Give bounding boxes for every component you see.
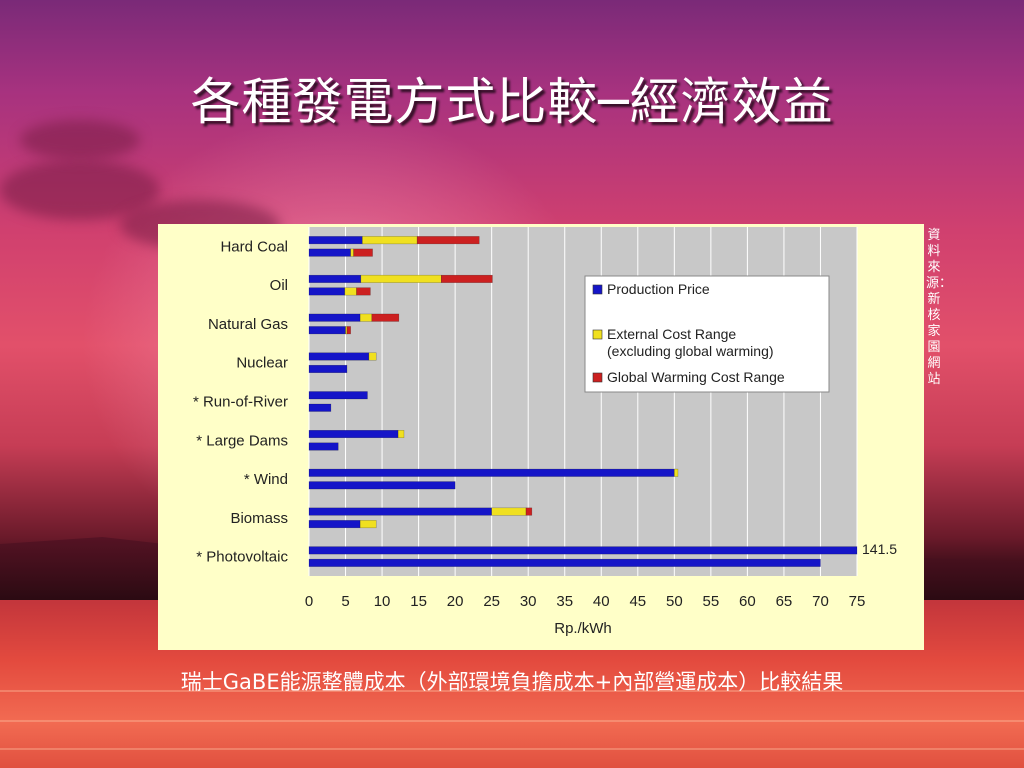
x-tick-label: 40	[593, 593, 610, 610]
bar-external	[360, 274, 442, 283]
bar-production	[308, 352, 370, 361]
x-tick-label: 60	[739, 593, 756, 610]
bar-production	[308, 403, 332, 412]
cloud	[20, 120, 140, 160]
bar-warming	[525, 507, 533, 516]
category-label: * Large Dams	[196, 432, 288, 449]
legend-swatch	[592, 284, 603, 295]
category-label: Biomass	[230, 510, 288, 527]
bar-warming	[353, 248, 373, 257]
category-label: * Wind	[244, 471, 288, 488]
bar-production	[308, 507, 492, 516]
x-tick-label: 15	[410, 593, 427, 610]
x-tick-label: 20	[447, 593, 464, 610]
x-tick-label: 70	[812, 593, 829, 610]
bar-production	[308, 364, 348, 373]
bar-external	[397, 430, 405, 439]
bar-external	[362, 236, 418, 245]
bar-production	[308, 274, 362, 283]
bar-warming	[356, 287, 371, 296]
water-reflection	[0, 748, 1024, 750]
data-label: 141.5	[862, 541, 897, 557]
bar-external	[674, 468, 679, 477]
bar-external	[344, 287, 357, 296]
bar-warming	[371, 313, 400, 322]
legend-swatch	[592, 372, 603, 383]
bar-production	[308, 442, 339, 451]
x-tick-label: 10	[374, 593, 391, 610]
bar-warming	[416, 236, 480, 245]
source-note: 資料來源：新核家園網站	[926, 228, 953, 387]
category-label: Nuclear	[236, 355, 288, 372]
bar-production	[308, 430, 399, 439]
category-label: * Run-of-River	[193, 394, 288, 411]
legend-swatch	[592, 329, 603, 340]
bar-warming	[346, 326, 351, 335]
x-tick-label: 75	[849, 593, 866, 610]
bar-warming	[441, 274, 493, 283]
x-tick-label: 65	[776, 593, 793, 610]
legend-label: (excluding global warming)	[607, 343, 774, 359]
bar-production	[308, 481, 456, 490]
x-tick-label: 45	[629, 593, 646, 610]
bar-production	[308, 326, 346, 335]
x-tick-label: 30	[520, 593, 537, 610]
bar-external	[350, 248, 354, 257]
bar-production	[308, 313, 361, 322]
legend-label: Production Price	[607, 281, 710, 297]
x-tick-label: 55	[703, 593, 720, 610]
legend-label: External Cost Range	[607, 326, 736, 342]
legend-label: Global Warming Cost Range	[607, 369, 785, 385]
bar-production	[308, 546, 858, 555]
x-tick-label: 5	[341, 593, 349, 610]
bar-production	[308, 248, 351, 257]
bar-production	[308, 391, 368, 400]
bar-production	[308, 520, 361, 529]
bar-production	[308, 558, 821, 567]
bar-production	[308, 468, 675, 477]
category-label: * Photovoltaic	[196, 549, 288, 566]
bar-external	[359, 520, 377, 529]
x-tick-label: 25	[483, 593, 500, 610]
bar-external	[359, 313, 373, 322]
water-reflection	[0, 720, 1024, 722]
bar-production	[308, 236, 363, 245]
legend-box	[584, 275, 830, 393]
bar-production	[308, 287, 346, 296]
x-tick-label: 50	[666, 593, 683, 610]
category-label: Oil	[270, 277, 288, 294]
water-reflection	[0, 690, 1024, 692]
x-axis-label: Rp./kWh	[554, 620, 612, 637]
category-label: Natural Gas	[208, 316, 288, 333]
chart-panel: 0 5 10 15 20 25 30 35 40 45 50 55 60 65 70 75 Hard Coal O…	[158, 224, 924, 650]
cost-comparison-chart: 0 5 10 15 20 25 30 35 40 45 50 55 60 65 70 75 Hard Coal O…	[193, 227, 897, 637]
x-tick-label: 35	[556, 593, 573, 610]
bar-external	[368, 352, 377, 361]
page-title: 各種發電方式比較─經濟效益	[190, 73, 834, 131]
chart-caption: 瑞士GaBE能源整體成本（外部環境負擔成本+內部營運成本）比較結果	[180, 670, 844, 694]
bar-external	[491, 507, 527, 516]
category-label: Hard Coal	[220, 238, 288, 255]
x-tick-label: 0	[305, 593, 313, 610]
